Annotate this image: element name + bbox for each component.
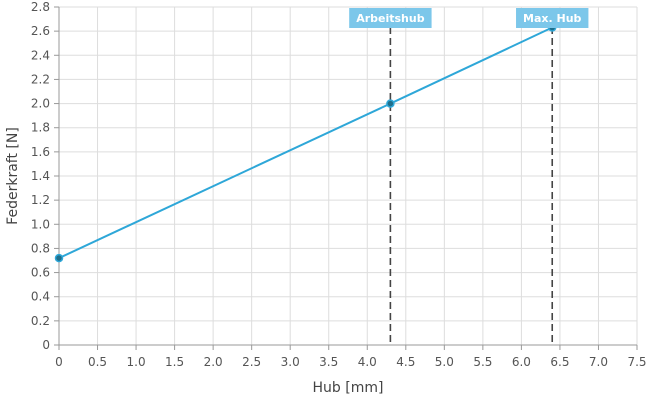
y-tick-label: 1.0 [31, 217, 50, 231]
x-tick-label: 5.5 [473, 355, 492, 369]
y-tick-label: 2.8 [31, 0, 50, 14]
x-axis-ticks: 0 0.5 1.0 1.5 2.0 2.5 3.0 3.5 4.0 4.5 5.0 5.5 6.0 6.5… [55, 345, 647, 369]
series-layer [54, 23, 557, 263]
y-tick-label: 0.8 [31, 241, 50, 255]
y-tick-label: 2.2 [31, 72, 50, 86]
series-line [58, 26, 553, 259]
x-tick-label: 6.0 [512, 355, 531, 369]
grid [58, 6, 638, 346]
x-tick-label: 2.5 [242, 355, 261, 369]
x-tick-label: 1.5 [165, 355, 184, 369]
y-tick-label: 2.4 [31, 48, 50, 62]
x-tick-label: 2.0 [204, 355, 223, 369]
x-tick-label: 0.5 [88, 355, 107, 369]
y-tick-label: 2.0 [31, 97, 50, 111]
y-tick-label: 0.6 [31, 266, 50, 280]
marker-label-box [349, 8, 432, 28]
x-tick-label: 3.0 [281, 355, 300, 369]
marker-label-text: Max. Hub [523, 12, 582, 25]
x-tick-label: 4.5 [396, 355, 415, 369]
y-tick-label: 0.4 [31, 290, 50, 304]
marker-label: Arbeitshub [349, 8, 432, 28]
y-tick-label: 1.2 [31, 193, 50, 207]
marker-label-text: Arbeitshub [356, 12, 425, 25]
data-point [54, 253, 64, 263]
x-axis-title: Hub [mm] [313, 380, 384, 396]
y-tick-label: 1.8 [31, 121, 50, 135]
y-tick-label: 2.6 [31, 24, 50, 38]
x-tick-label: 3.5 [319, 355, 338, 369]
marker-guides [389, 27, 554, 345]
y-axis-ticks: 0 0.2 0.4 0.6 0.8 1.0 1.2 1.4 1.6 1.8 2.0 2.2 2.4 2.6… [31, 0, 59, 352]
x-tick-label: 6.5 [550, 355, 569, 369]
marker-label-box [516, 8, 589, 28]
y-axis-title: Federkraft [N] [5, 127, 21, 225]
y-tick-label: 1.4 [31, 169, 50, 183]
y-tick-label: 0 [42, 338, 50, 352]
marker-labels: Arbeitshub Max. Hub [349, 8, 589, 28]
x-tick-label: 7.0 [589, 355, 608, 369]
x-tick-label: 4.0 [358, 355, 377, 369]
x-tick-label: 5.0 [435, 355, 454, 369]
y-tick-label: 1.6 [31, 145, 50, 159]
data-point [386, 99, 395, 108]
x-tick-label: 1.0 [127, 355, 146, 369]
x-tick-label: 7.5 [627, 355, 646, 369]
x-tick-label: 0 [55, 355, 63, 369]
y-tick-label: 0.2 [31, 314, 50, 328]
marker-label: Max. Hub [516, 8, 589, 28]
